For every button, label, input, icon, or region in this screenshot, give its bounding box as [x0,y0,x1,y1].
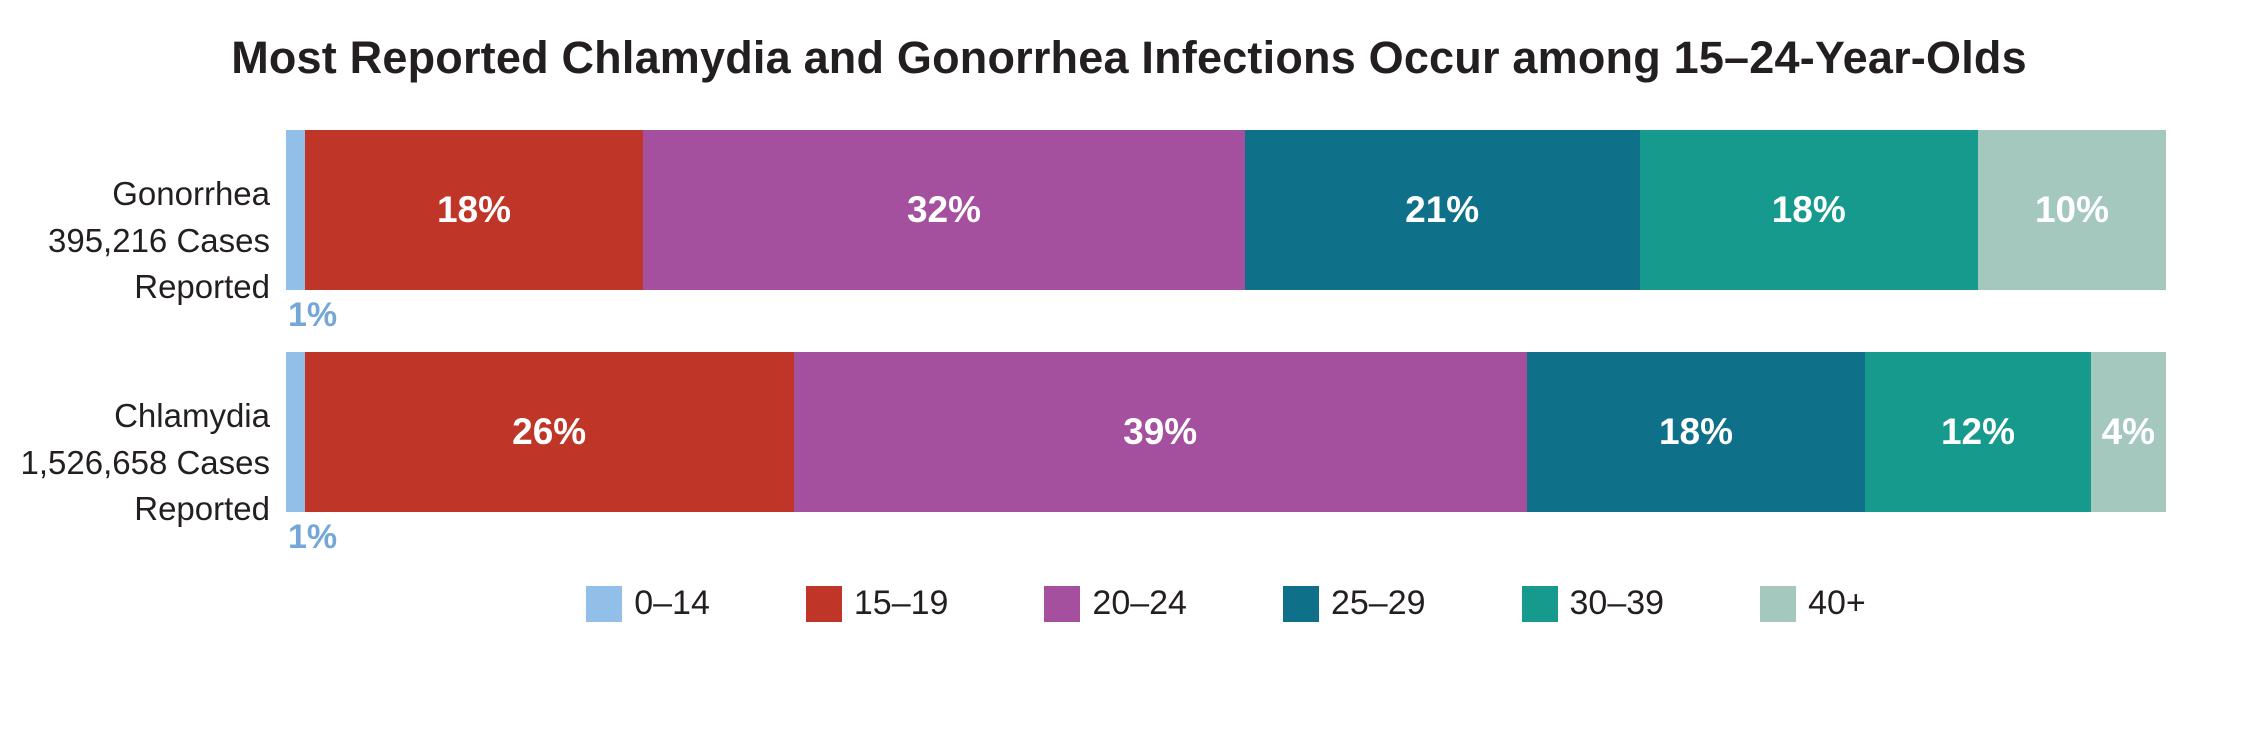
bar-segment-40-plus: 10% [1977,130,2166,290]
legend-label: 40+ [1808,584,1866,622]
legend-swatch [1521,585,1558,622]
row-label-line: Gonorrhea [112,174,270,212]
chart-title: Most Reported Chlamydia and Gonorrhea In… [231,32,2027,83]
legend-label: 30–39 [1569,584,1665,622]
legend-item-25-29: 25–29 [1282,584,1426,623]
legend: 0–14 15–19 20–24 25–29 30–39 40+ [286,584,2166,623]
legend-item-15-19: 15–19 [805,584,949,623]
row-label-line: Reported [134,490,270,528]
legend-label: 0–14 [634,584,710,622]
legend-label: 25–29 [1330,584,1426,622]
row-label-chlamydia: Chlamydia 1,526,658 Cases Reported [0,352,286,574]
bar-row-chlamydia: Chlamydia 1,526,658 Cases Reported 26% 3… [0,352,2258,574]
row-label-line: 1,526,658 Cases [20,443,270,481]
legend-item-30-39: 30–39 [1521,584,1665,623]
legend-swatch [1760,585,1797,622]
legend-swatch [1044,585,1081,622]
segment-label: 12% [1940,411,2015,452]
segment-label: 18% [436,189,512,230]
stacked-bar-chart: Gonorrhea 395,216 Cases Reported 18% 32%… [0,130,2258,623]
segment-label: 18% [1658,411,1733,452]
bar-column: 26% 39% 18% 12% 4% 1% [286,352,2166,574]
bar-segment-25-29: 21% [1244,130,1640,290]
legend-swatch [1282,585,1319,622]
below-bar-label: 1% [288,296,338,334]
bar-segment-30-39: 12% [1865,352,2091,512]
segment-label: 4% [2101,411,2156,452]
bar-column: 18% 32% 21% 18% 10% 1% [286,130,2166,352]
bar-segment-15-19: 18% [304,130,644,290]
legend-label: 15–19 [853,584,949,622]
legend-item-40-plus: 40+ [1760,584,1866,623]
bar-segment-15-19: 26% [304,352,794,512]
legend-label: 20–24 [1092,584,1187,622]
bar-segment-40-plus: 4% [2090,352,2166,512]
segment-label: 10% [2034,189,2109,230]
bar-segment-20-24: 39% [793,352,1527,512]
segment-label: 32% [906,189,982,230]
bar-segment-0-14 [286,130,305,290]
bar-segment-0-14 [286,352,305,512]
bar-segment-30-39: 18% [1639,130,1978,290]
row-label-line: Reported [134,268,270,306]
legend-item-20-24: 20–24 [1044,584,1187,623]
bar-row-gonorrhea: Gonorrhea 395,216 Cases Reported 18% 32%… [0,130,2258,352]
legend-swatch [586,585,623,622]
legend-item-0-14: 0–14 [586,584,710,623]
segment-label: 21% [1405,189,1480,230]
segment-label: 18% [1771,189,1846,230]
segment-label: 39% [1123,411,1198,452]
row-label-gonorrhea: Gonorrhea 395,216 Cases Reported [0,130,286,352]
stacked-bar: 18% 32% 21% 18% 10% [286,130,2166,290]
segment-label: 26% [512,411,587,452]
bar-segment-25-29: 18% [1526,352,1866,512]
row-label-line: 395,216 Cases [48,221,270,259]
row-label-line: Chlamydia [114,396,270,434]
bar-segment-20-24: 32% [643,130,1245,290]
legend-swatch [805,585,842,622]
stacked-bar: 26% 39% 18% 12% 4% [286,352,2166,512]
below-bar-label: 1% [288,518,338,556]
